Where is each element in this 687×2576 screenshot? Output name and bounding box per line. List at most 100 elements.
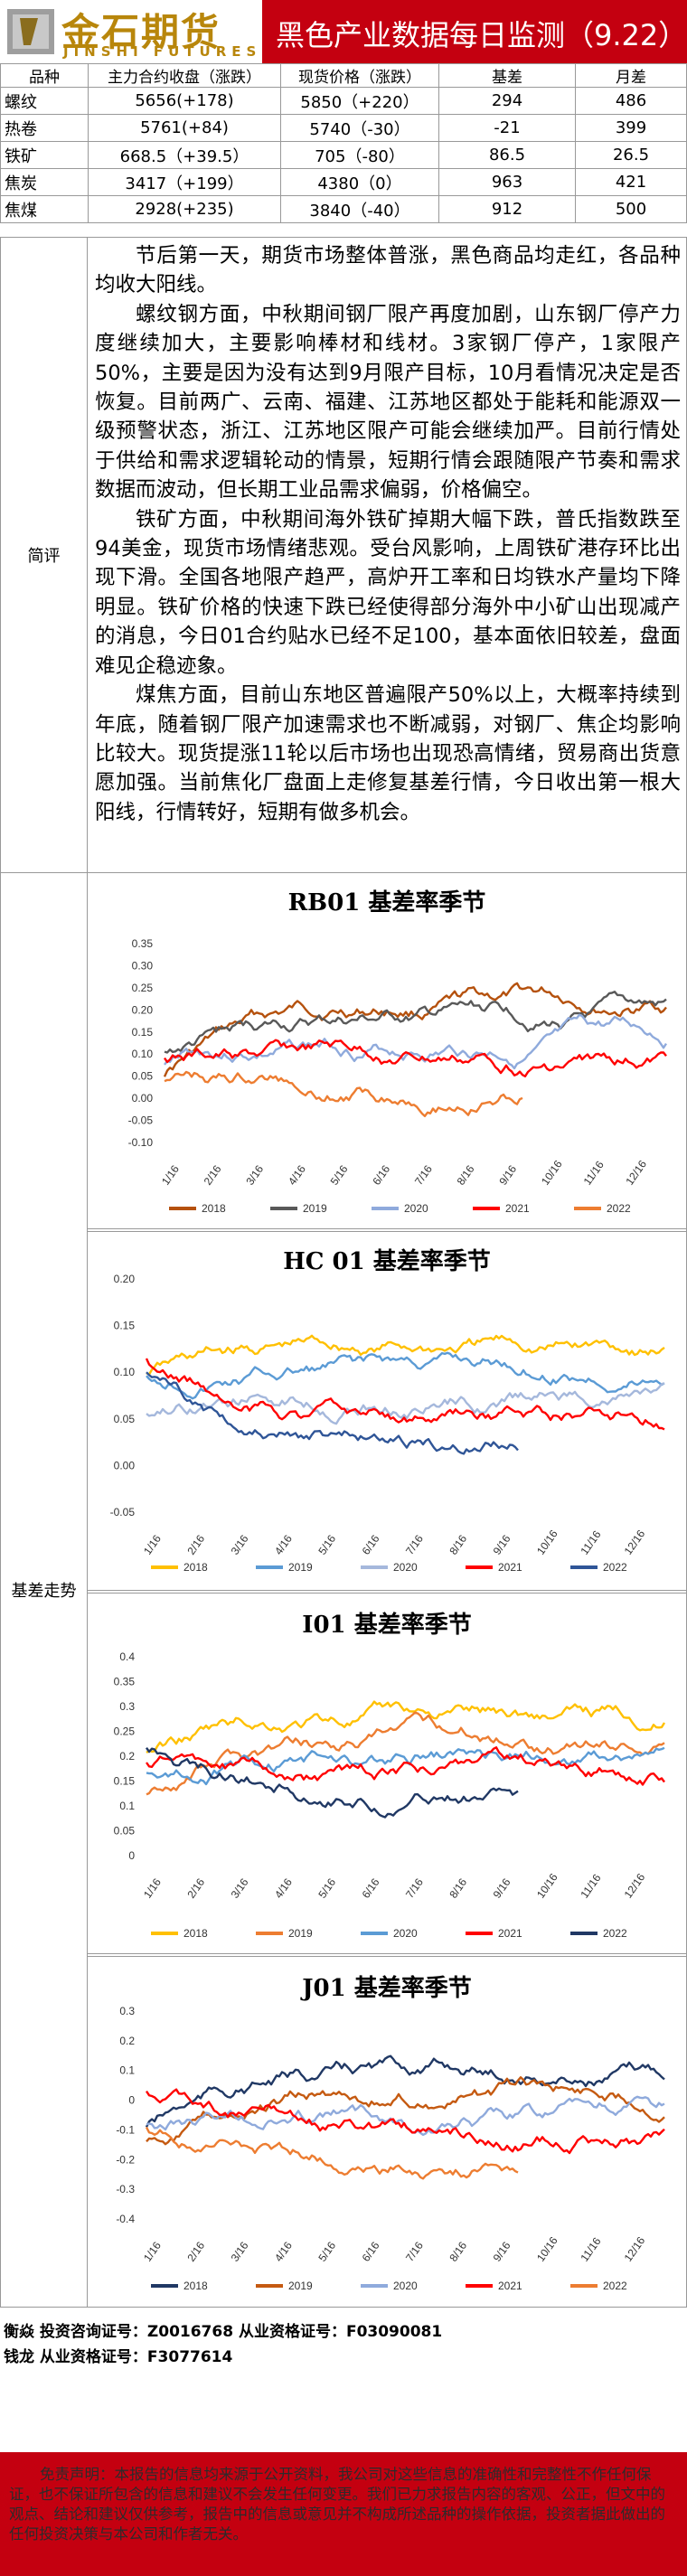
y-tick-label: -0.3	[116, 2183, 135, 2195]
comment-section: 简评 节后第一天，期货市场整体普涨，黑色商品均走红，各品种均收大阳线。 螺纹钢方…	[0, 237, 687, 873]
x-tick-label: 4/16	[272, 2239, 295, 2263]
table-cell: 705（-80）	[280, 141, 439, 169]
analyst-contacts: 衡焱 投资咨询证号：Z0016768 从业资格证号：F03090081 钱龙 从…	[0, 2318, 687, 2409]
x-tick-label: 9/16	[491, 1876, 513, 1900]
x-tick-label: 11/16	[581, 1159, 607, 1188]
y-tick-label: 0.3	[119, 1700, 135, 1713]
x-tick-label: 2/16	[184, 1532, 207, 1556]
table-cell: 3840（-40）	[280, 195, 439, 223]
table-cell: 912	[438, 195, 576, 223]
chart-i01: I01 基差率季节 0.4 0.35 0.3 0.25 0.2 0.15 0.1 0.05 0 1…	[87, 1593, 687, 1954]
x-tick-label: 2/16	[184, 2239, 207, 2263]
x-tick-label: 10/16	[539, 1158, 565, 1188]
series-line-2019	[146, 2076, 665, 2146]
x-tick-label: 9/16	[496, 1162, 519, 1187]
y-tick-label: 0.10	[114, 1366, 136, 1378]
x-tick-label: 7/16	[412, 1162, 435, 1187]
series-line-2018	[145, 2054, 665, 2128]
y-tick-label: -0.05	[128, 1114, 154, 1127]
comment-paragraph: 螺纹钢方面，中秋期间钢厂限产再度加剧，山东钢厂停产力度继续加大，主要影响棒材和线…	[95, 302, 681, 503]
logo: 金石期货 JINSHI FUTURES	[0, 0, 262, 63]
x-tick-label: 12/16	[622, 1871, 648, 1901]
x-tick-label: 11/16	[578, 2235, 603, 2264]
table-cell: 3417（+199）	[88, 168, 281, 196]
chart-j01: J01 基差率季节 0.3 0.2 0.1 0 -0.1 -0.2 -0.3 -0.4 1/16…	[87, 1956, 687, 2308]
legend-label: 2021	[498, 1561, 522, 1574]
x-tick-label: 3/16	[229, 1532, 251, 1556]
chart-plot: 0.4 0.35 0.3 0.25 0.2 0.15 0.1 0.05 0 1/16 2/16 3/1…	[114, 1650, 666, 1940]
x-tick-label: 8/16	[455, 1162, 477, 1187]
legend-label: 2018	[184, 1927, 208, 1940]
table-cell: 5761(+84)	[88, 114, 281, 142]
x-tick-label: 3/16	[243, 1162, 266, 1187]
table-cell: -21	[438, 114, 576, 142]
table-row: 螺纹 5656(+178) 5850（+220） 294 486	[0, 87, 687, 115]
comment-paragraph: 节后第一天，期货市场整体普涨，黑色商品均走红，各品种均收大阳线。	[95, 244, 681, 297]
x-tick-label: 12/16	[622, 2234, 648, 2264]
comment-label: 简评	[1, 238, 88, 872]
x-tick-label: 7/16	[403, 2239, 426, 2263]
x-tick-label: 12/16	[622, 1528, 648, 1557]
y-tick-label: 0.15	[132, 1026, 154, 1039]
series-line-2022	[164, 1070, 523, 1117]
y-tick-label: 0.20	[132, 1003, 154, 1016]
x-tick-label: 9/16	[491, 2239, 513, 2263]
x-tick-label: 9/16	[491, 1532, 513, 1556]
table-cell: 5656(+178)	[88, 87, 281, 115]
legend-label: 2018	[184, 2280, 208, 2292]
x-tick-label: 3/16	[229, 1876, 251, 1900]
x-tick-label: 1/16	[141, 1532, 164, 1556]
y-tick-label: 0.1	[119, 1800, 135, 1812]
y-tick-label: 0.05	[132, 1070, 154, 1083]
x-tick-label: 3/16	[229, 2239, 251, 2263]
table-cell: 399	[575, 114, 687, 142]
legend-label: 2021	[498, 2280, 522, 2292]
table-cell: 86.5	[438, 141, 576, 169]
column-header: 基差	[438, 63, 576, 88]
x-tick-label: 10/16	[534, 2234, 560, 2264]
y-tick-label: 0.05	[114, 1413, 136, 1425]
x-tick-label: 4/16	[272, 1876, 295, 1900]
legend-label: 2022	[603, 1561, 627, 1574]
report-title: 黑色产业数据每日监测（9.22）	[276, 18, 687, 52]
y-tick-label: 0.15	[114, 1320, 136, 1332]
basis-section-label: 基差走势	[1, 873, 88, 2307]
series-line-2021	[146, 1746, 665, 1786]
legend-label: 2020	[393, 1561, 418, 1574]
legend-label: 2019	[288, 1561, 313, 1574]
comment-paragraph: 煤焦方面，目前山东地区普遍限产50%以上，大概率持续到年底，随着钢厂限产加速需求…	[95, 683, 681, 824]
legend-label: 2022	[603, 1927, 627, 1940]
chart-title: I01 基差率季节	[302, 1612, 472, 1639]
table-cell: 5740（-30）	[280, 114, 439, 142]
x-tick-label: 5/16	[315, 2239, 338, 2263]
analyst-credential: 钱龙 从业资格证号：F3077614	[4, 2348, 233, 2366]
chart-plot: 0.35 0.30 0.25 0.20 0.15 0.10 0.05 0.00 -0.05 -0.…	[128, 937, 668, 1215]
y-tick-label: 0.10	[132, 1048, 154, 1060]
y-tick-label: 0.4	[119, 1650, 135, 1663]
y-tick-label: 0.35	[114, 1676, 136, 1688]
logo-chinese-name: 金石期货	[61, 10, 221, 54]
series-line-2021	[164, 1039, 667, 1078]
table-cell: 668.5（+39.5）	[88, 141, 281, 169]
table-cell: 421	[575, 168, 687, 196]
y-tick-label: -0.10	[128, 1136, 154, 1149]
table-cell: 294	[438, 87, 576, 115]
y-tick-label: 0.25	[114, 1725, 136, 1738]
chart-rb01: RB01 基差率季节 0.35 0.30 0.25 0.20 0.15 0.10 0.05 0…	[87, 872, 687, 1229]
x-tick-label: 6/16	[360, 1532, 382, 1556]
y-tick-label: 0.00	[132, 1092, 154, 1105]
x-tick-label: 7/16	[403, 1876, 426, 1900]
y-tick-label: 0.1	[119, 2064, 135, 2077]
disclaimer-footer: 免责声明：本报告的信息均来源于公开资料，我公司对这些信息的准确性和完整性不作任何…	[0, 2452, 687, 2576]
series-line-2019	[146, 1351, 665, 1400]
analyst-credential: 衡焱 投资咨询证号：Z0016768 从业资格证号：F03090081	[4, 2323, 443, 2341]
table-cell: 5850（+220）	[280, 87, 439, 115]
series-line-2022	[146, 1371, 519, 1455]
legend-label: 2019	[288, 1927, 313, 1940]
legend-label: 2022	[607, 1202, 631, 1215]
y-tick-label: 0.00	[114, 1459, 136, 1471]
x-tick-label: 2/16	[184, 1876, 207, 1900]
legend-label: 2022	[603, 2280, 627, 2292]
table-cell: 热卷	[0, 114, 89, 142]
chart-hc01: HC 01 基差率季节 0.20 0.15 0.10 0.05 0.00 -0.05 1/1…	[87, 1231, 687, 1591]
